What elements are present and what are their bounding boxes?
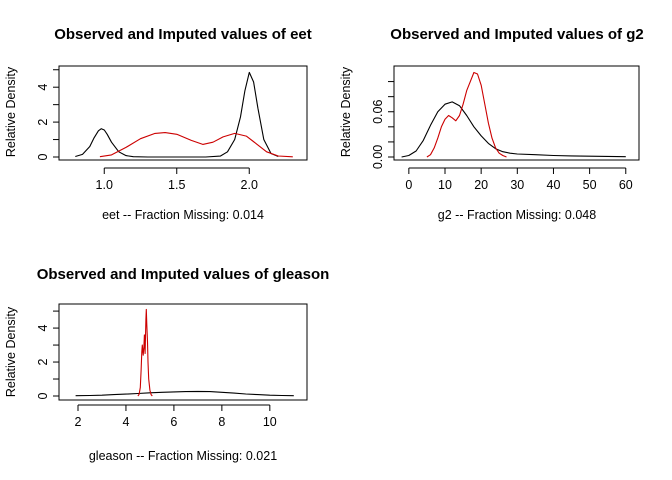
x-tick-label: 2.0 <box>241 178 258 192</box>
x-tick-label: 10 <box>263 415 277 429</box>
plot-box <box>58 65 308 161</box>
imputed-density-line <box>99 132 293 158</box>
panel-gleason: Observed and Imputed values of gleason R… <box>4 266 329 463</box>
x-axis-label: g2 -- Fraction Missing: 0.048 <box>438 208 596 222</box>
imputed-density-line <box>426 71 507 158</box>
x-tick-label: 4 <box>122 415 129 429</box>
y-tick-label: 4 <box>36 325 50 332</box>
y-tick-label: 2 <box>36 359 50 366</box>
axes: 1.0 1.5 2.0 0 2 4 <box>36 69 258 192</box>
series-group <box>75 71 293 158</box>
observed-density-line <box>75 71 279 158</box>
y-tick-label: 0 <box>36 153 50 160</box>
x-tick-label: 30 <box>510 178 524 192</box>
panel-title: Observed and Imputed values of eet <box>54 26 312 43</box>
x-tick-label: 6 <box>170 415 177 429</box>
x-tick-label: 0 <box>405 178 412 192</box>
y-axis-label: Relative Density <box>4 66 18 157</box>
x-tick-label: 50 <box>583 178 597 192</box>
panel-g2: Observed and Imputed values of g2 Relati… <box>339 26 644 222</box>
observed-density-line <box>401 101 626 158</box>
x-tick-label: 40 <box>547 178 561 192</box>
y-tick-label: 2 <box>36 119 50 126</box>
axes: 0 10 20 30 40 50 60 0.00 0.06 <box>371 81 633 192</box>
x-tick-label: 8 <box>218 415 225 429</box>
imputed-density-line <box>137 308 153 397</box>
plot-box <box>393 65 640 161</box>
plot-box <box>58 303 308 401</box>
panel-eet: Observed and Imputed values of eet Relat… <box>4 26 312 222</box>
x-tick-label: 2 <box>75 415 82 429</box>
series-group <box>75 308 294 397</box>
panel-title: Observed and Imputed values of gleason <box>37 266 330 283</box>
axes: 2 4 6 8 10 0 2 4 <box>36 310 277 429</box>
x-tick-label: 1.0 <box>96 178 113 192</box>
y-tick-label: 0.06 <box>371 100 385 124</box>
panel-title: Observed and Imputed values of g2 <box>390 26 643 43</box>
x-axis-label: gleason -- Fraction Missing: 0.021 <box>89 449 277 463</box>
x-axis-label: eet -- Fraction Missing: 0.014 <box>102 208 264 222</box>
series-group <box>401 71 626 158</box>
x-tick-label: 1.5 <box>168 178 185 192</box>
x-tick-label: 20 <box>474 178 488 192</box>
y-tick-label: 0 <box>36 392 50 399</box>
x-tick-label: 60 <box>619 178 633 192</box>
y-axis-label: Relative Density <box>4 306 18 397</box>
y-axis-label: Relative Density <box>339 66 353 157</box>
y-tick-label: 0.00 <box>371 145 385 169</box>
x-tick-label: 10 <box>438 178 452 192</box>
observed-density-line <box>75 390 294 397</box>
y-tick-label: 4 <box>36 84 50 91</box>
